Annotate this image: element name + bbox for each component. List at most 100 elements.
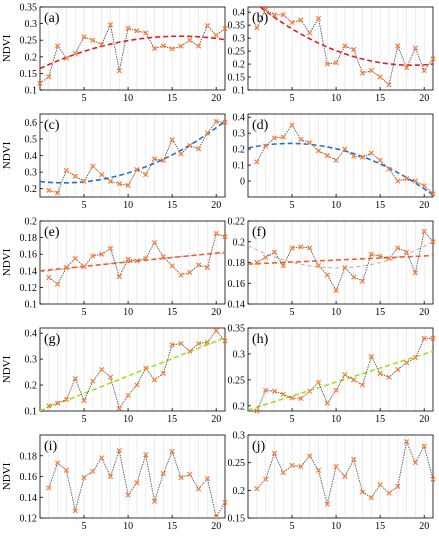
data-point (262, 254, 269, 260)
panel-label: (i) (44, 439, 58, 454)
data-point (63, 167, 70, 174)
data-point (254, 486, 260, 492)
y-tick-label: 0.3 (25, 19, 38, 30)
trend-line (40, 120, 225, 184)
x-tick-label: 15 (167, 93, 177, 104)
data-point (315, 262, 322, 269)
data-point (54, 43, 61, 49)
data-point (412, 45, 419, 51)
data-point (195, 486, 202, 492)
data-point (412, 460, 419, 466)
data-point (125, 25, 131, 31)
data-point (421, 335, 427, 341)
data-point (271, 12, 278, 18)
y-tick-label: 0.2 (25, 217, 38, 228)
data-point (315, 148, 322, 154)
y-tick-label: 0.2 (25, 52, 38, 63)
data-point (254, 259, 260, 266)
data-point (99, 366, 105, 373)
data-point (187, 348, 193, 354)
data-point (430, 239, 436, 245)
x-tick-label: 15 (375, 307, 385, 318)
trend-line (248, 254, 433, 265)
trend-line (258, 7, 433, 66)
data-point (395, 483, 401, 490)
panel-label: (g) (44, 332, 61, 347)
y-tick-label: 0.14 (20, 266, 38, 277)
plot-frame (39, 113, 226, 198)
data-point (99, 455, 105, 461)
series-line (40, 23, 225, 84)
data-point (46, 485, 52, 491)
y-tick-label: 0.3 (25, 355, 38, 366)
y-tick-label: 0.2 (233, 237, 246, 248)
data-point (195, 340, 202, 347)
data-point (368, 494, 374, 501)
data-point (324, 400, 330, 406)
panel-label: (h) (252, 332, 269, 347)
y-axis-title: NDVI (1, 248, 13, 276)
data-point (395, 178, 401, 184)
y-tick-label: 0.4 (233, 113, 246, 124)
x-tick-label: 5 (82, 521, 87, 532)
data-point (386, 490, 392, 496)
panel-label: (e) (44, 225, 60, 240)
data-point (160, 370, 166, 377)
data-point (307, 388, 313, 394)
data-point (178, 151, 184, 157)
data-point (222, 499, 228, 506)
data-point (315, 15, 322, 22)
data-point (151, 156, 158, 162)
x-tick-label: 20 (419, 307, 429, 318)
x-tick-label: 20 (419, 93, 429, 104)
data-point (333, 463, 339, 470)
data-point (289, 395, 295, 401)
y-tick-label: 0.2 (233, 145, 246, 156)
x-tick-label: 20 (419, 200, 429, 211)
data-point (81, 178, 87, 184)
data-point (368, 353, 374, 360)
data-point (421, 443, 427, 449)
data-point (46, 74, 52, 80)
data-point (63, 264, 70, 271)
panel-a: 5 10 15 20 0.1 0.15 0.2 0.25 0.3 0.35 NDVI (a) (1, 3, 228, 104)
data-point (333, 60, 339, 66)
plot-frame (247, 113, 434, 198)
data-point (289, 122, 295, 128)
data-point (342, 43, 348, 49)
series-line (256, 337, 433, 411)
data-point (178, 474, 184, 481)
data-point (430, 191, 436, 197)
y-tick-label: 0.2 (233, 60, 246, 71)
y-tick-label: 0.1 (233, 161, 246, 172)
data-point (90, 163, 96, 169)
data-point (412, 354, 419, 361)
panel-c: 5 10 15 20 0.2 0.3 0.4 0.5 0.6 NDVI (c) (1, 113, 228, 211)
data-point (160, 43, 166, 49)
data-point (298, 17, 304, 23)
data-point (289, 19, 295, 26)
data-point (307, 30, 313, 36)
plot-frame (39, 6, 226, 91)
data-point (63, 467, 70, 473)
data-point (125, 392, 131, 399)
data-point (187, 142, 193, 149)
x-tick-label: 15 (375, 200, 385, 211)
x-tick-label: 20 (211, 414, 221, 425)
data-point (368, 251, 374, 257)
panel-h: 5 10 15 20 0.2 0.25 0.3 0.35 (h) (228, 324, 436, 425)
trend-line (40, 251, 225, 272)
trend-line (248, 142, 433, 196)
data-point (169, 342, 175, 348)
data-point (222, 234, 228, 240)
data-point (213, 118, 219, 125)
data-point (386, 166, 392, 172)
data-point (107, 473, 114, 480)
data-point (307, 453, 313, 459)
data-point (213, 514, 219, 520)
data-point (143, 171, 149, 178)
data-point (254, 159, 260, 165)
panel-label: (b) (252, 11, 269, 26)
data-point (204, 475, 211, 482)
